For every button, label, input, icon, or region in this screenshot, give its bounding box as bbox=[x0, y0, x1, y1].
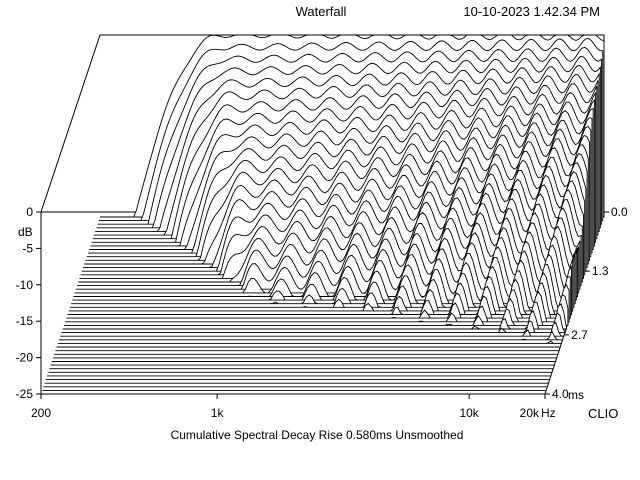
y-tick-label: 0 bbox=[26, 205, 33, 219]
decay-slice bbox=[74, 217, 580, 294]
chart-title: Waterfall bbox=[296, 4, 347, 19]
z-tick-label: 4.0 bbox=[552, 387, 569, 401]
brand-label: CLIO bbox=[588, 406, 618, 421]
y-tick-label: -15 bbox=[16, 314, 34, 328]
y-tick-label: -20 bbox=[16, 351, 34, 365]
x-axis-unit: Hz bbox=[541, 406, 556, 420]
decay-slice bbox=[73, 225, 578, 297]
z-axis: 0.0 1.3 2.7 4.0 bbox=[545, 205, 628, 401]
decay-slice bbox=[67, 264, 572, 315]
y-axis: 0 -5 -10 -15 -20 -25 bbox=[16, 205, 41, 401]
decay-slice bbox=[66, 276, 571, 319]
decay-slice bbox=[63, 293, 569, 326]
decay-slice bbox=[59, 330, 564, 341]
decay-slice bbox=[61, 312, 567, 334]
y-axis-label: dB bbox=[18, 225, 33, 239]
decay-slice bbox=[62, 303, 568, 330]
z-tick-label: 0.0 bbox=[611, 205, 628, 219]
y-tick-label: -10 bbox=[16, 278, 34, 292]
x-tick-label: 1k bbox=[211, 406, 225, 420]
z-tick-label: 1.3 bbox=[592, 264, 609, 278]
y-tick-label: -5 bbox=[22, 241, 33, 255]
z-tick-label: 2.7 bbox=[571, 328, 588, 342]
decay-slice bbox=[60, 321, 565, 337]
decay-slices bbox=[41, 34, 605, 395]
x-tick-label: 10k bbox=[459, 406, 479, 420]
x-axis: 200 1k 10k 20k bbox=[31, 394, 546, 420]
z-axis-unit: ms bbox=[568, 388, 584, 402]
decay-slice bbox=[57, 340, 562, 344]
decay-slice bbox=[65, 283, 570, 323]
x-tick-label: 200 bbox=[31, 406, 51, 420]
timestamp: 10-10-2023 1.42.34 PM bbox=[463, 4, 600, 19]
chart-subtitle: Cumulative Spectral Decay Rise 0.580ms U… bbox=[171, 428, 464, 442]
y-tick-label: -25 bbox=[16, 387, 34, 401]
x-tick-label: 20k bbox=[520, 406, 540, 420]
